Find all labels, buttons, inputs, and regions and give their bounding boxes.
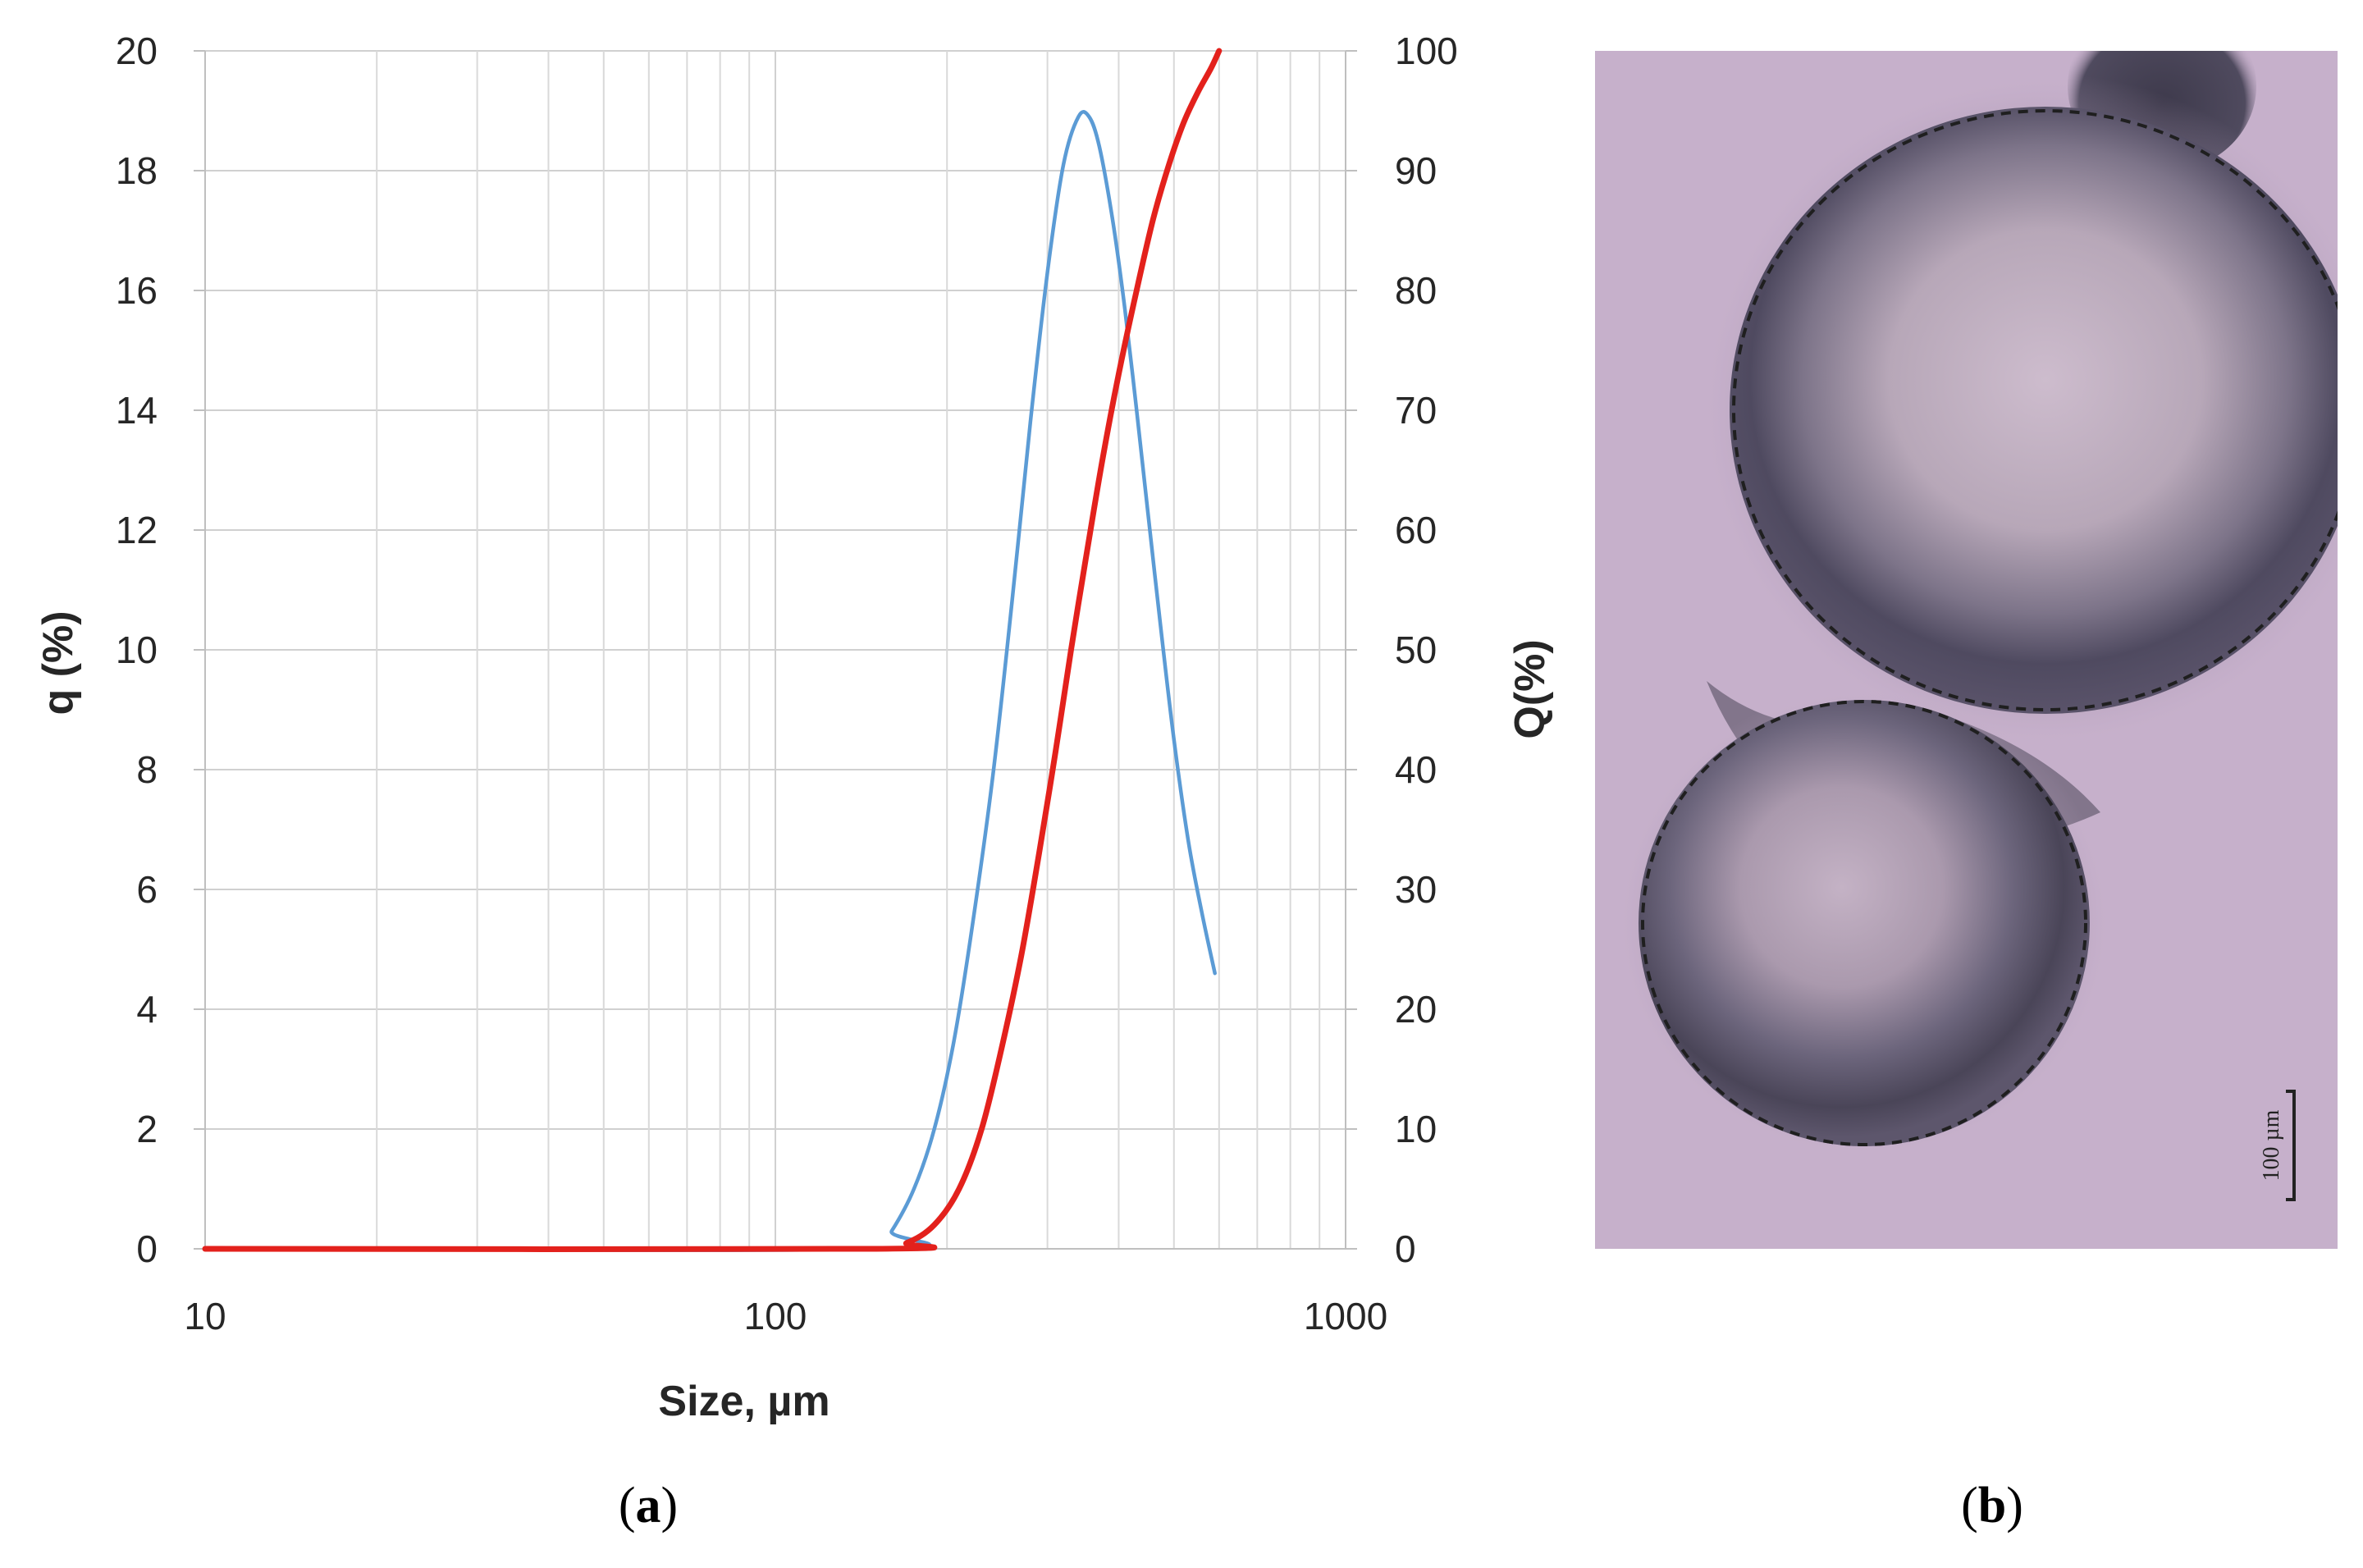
particle-micrograph: 100 µm (1595, 51, 2338, 1249)
x-tick-label: 100 (744, 1295, 807, 1337)
left-tick-label: 8 (136, 748, 158, 791)
x-axis-ticks: 10 100 1000 (184, 1295, 1387, 1337)
left-tick-label: 0 (136, 1227, 158, 1270)
right-tick-label: 40 (1395, 748, 1437, 791)
panel-label-b-letter: b (1978, 1478, 2006, 1534)
chart-series (202, 48, 1223, 1253)
panel-label-a-letter: a (636, 1478, 661, 1534)
x-axis-title: Size, µm (658, 1378, 830, 1425)
left-axis-title: q (%) (34, 610, 82, 715)
right-tick-label: 0 (1395, 1227, 1416, 1270)
right-tick-label: 70 (1395, 389, 1437, 432)
panel-label-a: (a) (619, 1478, 678, 1534)
left-tick-label: 20 (116, 30, 158, 72)
left-axis-ticks: 0 2 4 6 8 10 12 14 16 18 20 (116, 30, 158, 1270)
left-tick-label: 14 (116, 389, 158, 432)
right-tick-label: 50 (1395, 629, 1437, 671)
right-tick-label: 90 (1395, 149, 1437, 192)
large-particle (1730, 107, 2338, 714)
chart-grid (204, 50, 1346, 1250)
left-tick-label: 6 (136, 868, 158, 911)
right-axis-ticks: 0 10 20 30 40 50 60 70 80 90 100 (1395, 30, 1458, 1270)
right-tick-label: 100 (1395, 30, 1458, 72)
left-tick-label: 2 (136, 1108, 158, 1150)
right-tick-label: 10 (1395, 1108, 1437, 1150)
scale-bar-label: 100 µm (2259, 1109, 2284, 1181)
right-tick-label: 80 (1395, 269, 1437, 312)
left-tick-label: 18 (116, 149, 158, 192)
scale-bar-line (2286, 1090, 2296, 1201)
density-distribution-line (203, 110, 1217, 1252)
scale-bar: 100 µm (2259, 1090, 2296, 1201)
panel-label-b: (b) (1961, 1478, 2023, 1534)
right-tick-label: 20 (1395, 988, 1437, 1031)
small-particle (1639, 700, 2090, 1146)
right-tick-label: 60 (1395, 509, 1437, 551)
cumulative-distribution-line (202, 48, 1223, 1253)
left-tick-label: 4 (136, 988, 158, 1031)
x-tick-label: 10 (184, 1295, 226, 1337)
right-axis-title: Q(%) (1506, 639, 1554, 738)
right-tick-label: 30 (1395, 868, 1437, 911)
left-tick-label: 10 (116, 629, 158, 671)
large-particle-outline (1732, 109, 2338, 711)
left-tick-label: 16 (116, 269, 158, 312)
left-tick-label: 12 (116, 509, 158, 551)
x-tick-label: 1000 (1304, 1295, 1387, 1337)
small-particle-outline (1641, 700, 2087, 1146)
